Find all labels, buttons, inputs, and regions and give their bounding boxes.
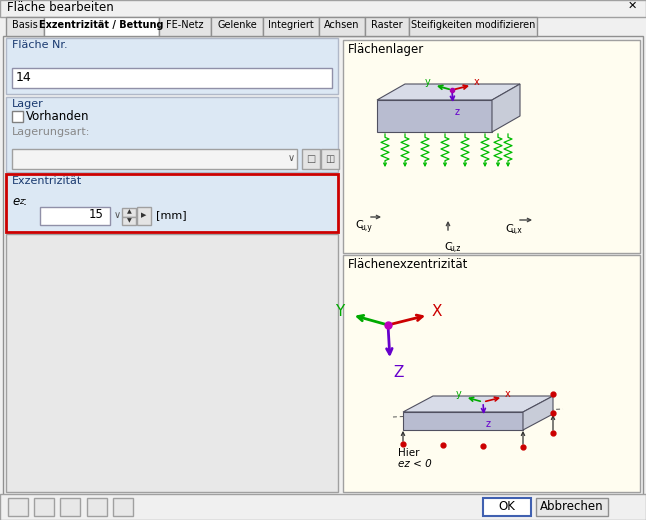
Polygon shape	[492, 84, 520, 132]
Bar	[122, 208, 136, 217]
Text: x: x	[505, 389, 511, 399]
Bar	[343, 40, 640, 253]
Text: Hier: Hier	[398, 448, 419, 458]
Text: Gelenke: Gelenke	[217, 20, 257, 30]
Polygon shape	[377, 100, 492, 132]
Text: x: x	[474, 77, 480, 87]
Text: Fläche Nr.: Fläche Nr.	[12, 40, 68, 50]
Polygon shape	[377, 84, 520, 100]
Text: u,y: u,y	[360, 223, 371, 232]
Bar	[211, 17, 263, 36]
Text: ▼: ▼	[127, 218, 131, 224]
Bar	[8, 498, 28, 516]
Text: Fläche bearbeiten: Fläche bearbeiten	[7, 1, 114, 14]
Text: ▲: ▲	[127, 210, 131, 214]
Text: Lagerungsart:: Lagerungsart:	[12, 127, 90, 137]
Bar	[6, 17, 44, 36]
Text: C: C	[444, 242, 452, 252]
Bar	[0, 494, 646, 520]
Text: Basis: Basis	[12, 20, 38, 30]
Bar	[365, 17, 409, 36]
Bar	[536, 498, 608, 516]
Text: e: e	[12, 195, 19, 208]
Text: Raster: Raster	[371, 20, 403, 30]
Bar	[3, 36, 643, 502]
Text: ✕: ✕	[627, 1, 637, 11]
Text: C: C	[355, 220, 363, 230]
Text: u,z: u,z	[449, 244, 461, 253]
Bar	[343, 255, 640, 492]
Bar	[6, 97, 338, 172]
Text: Abbrechen: Abbrechen	[540, 500, 604, 514]
Bar	[302, 149, 320, 169]
Bar	[12, 149, 297, 169]
Text: ∨: ∨	[287, 153, 295, 163]
Bar	[87, 498, 107, 516]
Text: Vorhanden: Vorhanden	[26, 110, 90, 123]
Text: ◫: ◫	[326, 154, 335, 164]
Bar	[0, 0, 646, 17]
Bar	[159, 17, 211, 36]
Text: OK: OK	[499, 500, 516, 514]
Bar	[263, 17, 319, 36]
Bar	[6, 174, 338, 232]
Bar	[319, 17, 365, 36]
Text: Y: Y	[335, 304, 344, 318]
Text: :: :	[23, 195, 27, 208]
Text: z: z	[486, 419, 491, 429]
Text: Lager: Lager	[12, 99, 44, 109]
Bar	[12, 68, 332, 88]
Text: Exzentrizität / Bettung: Exzentrizität / Bettung	[39, 20, 163, 30]
Text: Exzentrizität: Exzentrizität	[12, 176, 82, 186]
Text: Flächenexzentrizität: Flächenexzentrizität	[348, 258, 468, 271]
Polygon shape	[403, 396, 553, 412]
Bar	[6, 234, 338, 492]
Text: 14: 14	[16, 71, 32, 84]
Bar	[483, 498, 531, 516]
Text: X: X	[432, 304, 443, 318]
Text: Z: Z	[393, 365, 403, 380]
Bar	[44, 17, 159, 36]
Polygon shape	[523, 396, 553, 430]
Text: □: □	[306, 154, 316, 164]
Text: ez < 0: ez < 0	[398, 459, 432, 469]
Text: ▶: ▶	[141, 212, 147, 218]
Text: Flächenlager: Flächenlager	[348, 43, 424, 56]
Text: [mm]: [mm]	[156, 210, 187, 220]
Text: y: y	[455, 389, 461, 399]
Text: C: C	[505, 224, 513, 234]
Text: y: y	[424, 77, 430, 87]
Text: z: z	[455, 107, 460, 117]
Text: ∨: ∨	[114, 210, 121, 220]
Text: z: z	[19, 197, 23, 206]
Bar	[60, 498, 80, 516]
Bar	[113, 498, 133, 516]
Bar	[137, 207, 151, 225]
Polygon shape	[403, 412, 523, 430]
Bar	[34, 498, 54, 516]
Bar	[321, 149, 339, 169]
Text: Steifigkeiten modifizieren: Steifigkeiten modifizieren	[411, 20, 535, 30]
Bar	[409, 17, 537, 36]
Bar	[12, 111, 23, 122]
Text: Achsen: Achsen	[324, 20, 360, 30]
Text: Integriert: Integriert	[268, 20, 314, 30]
Bar	[122, 217, 136, 225]
Bar	[6, 38, 338, 94]
Text: u,x: u,x	[510, 226, 522, 235]
Bar	[40, 207, 110, 225]
Text: 15: 15	[89, 209, 104, 222]
Text: FE-Netz: FE-Netz	[166, 20, 203, 30]
